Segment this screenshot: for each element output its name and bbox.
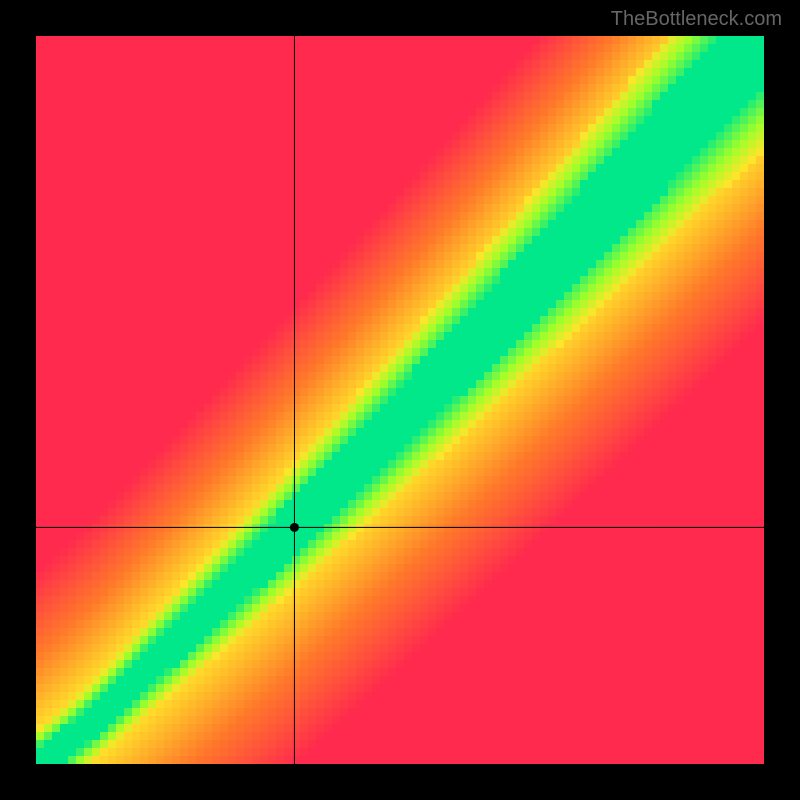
plot-area (36, 36, 764, 764)
watermark-text: TheBottleneck.com (611, 8, 782, 31)
chart-container: TheBottleneck.com (0, 0, 800, 800)
heatmap-canvas (36, 36, 764, 764)
